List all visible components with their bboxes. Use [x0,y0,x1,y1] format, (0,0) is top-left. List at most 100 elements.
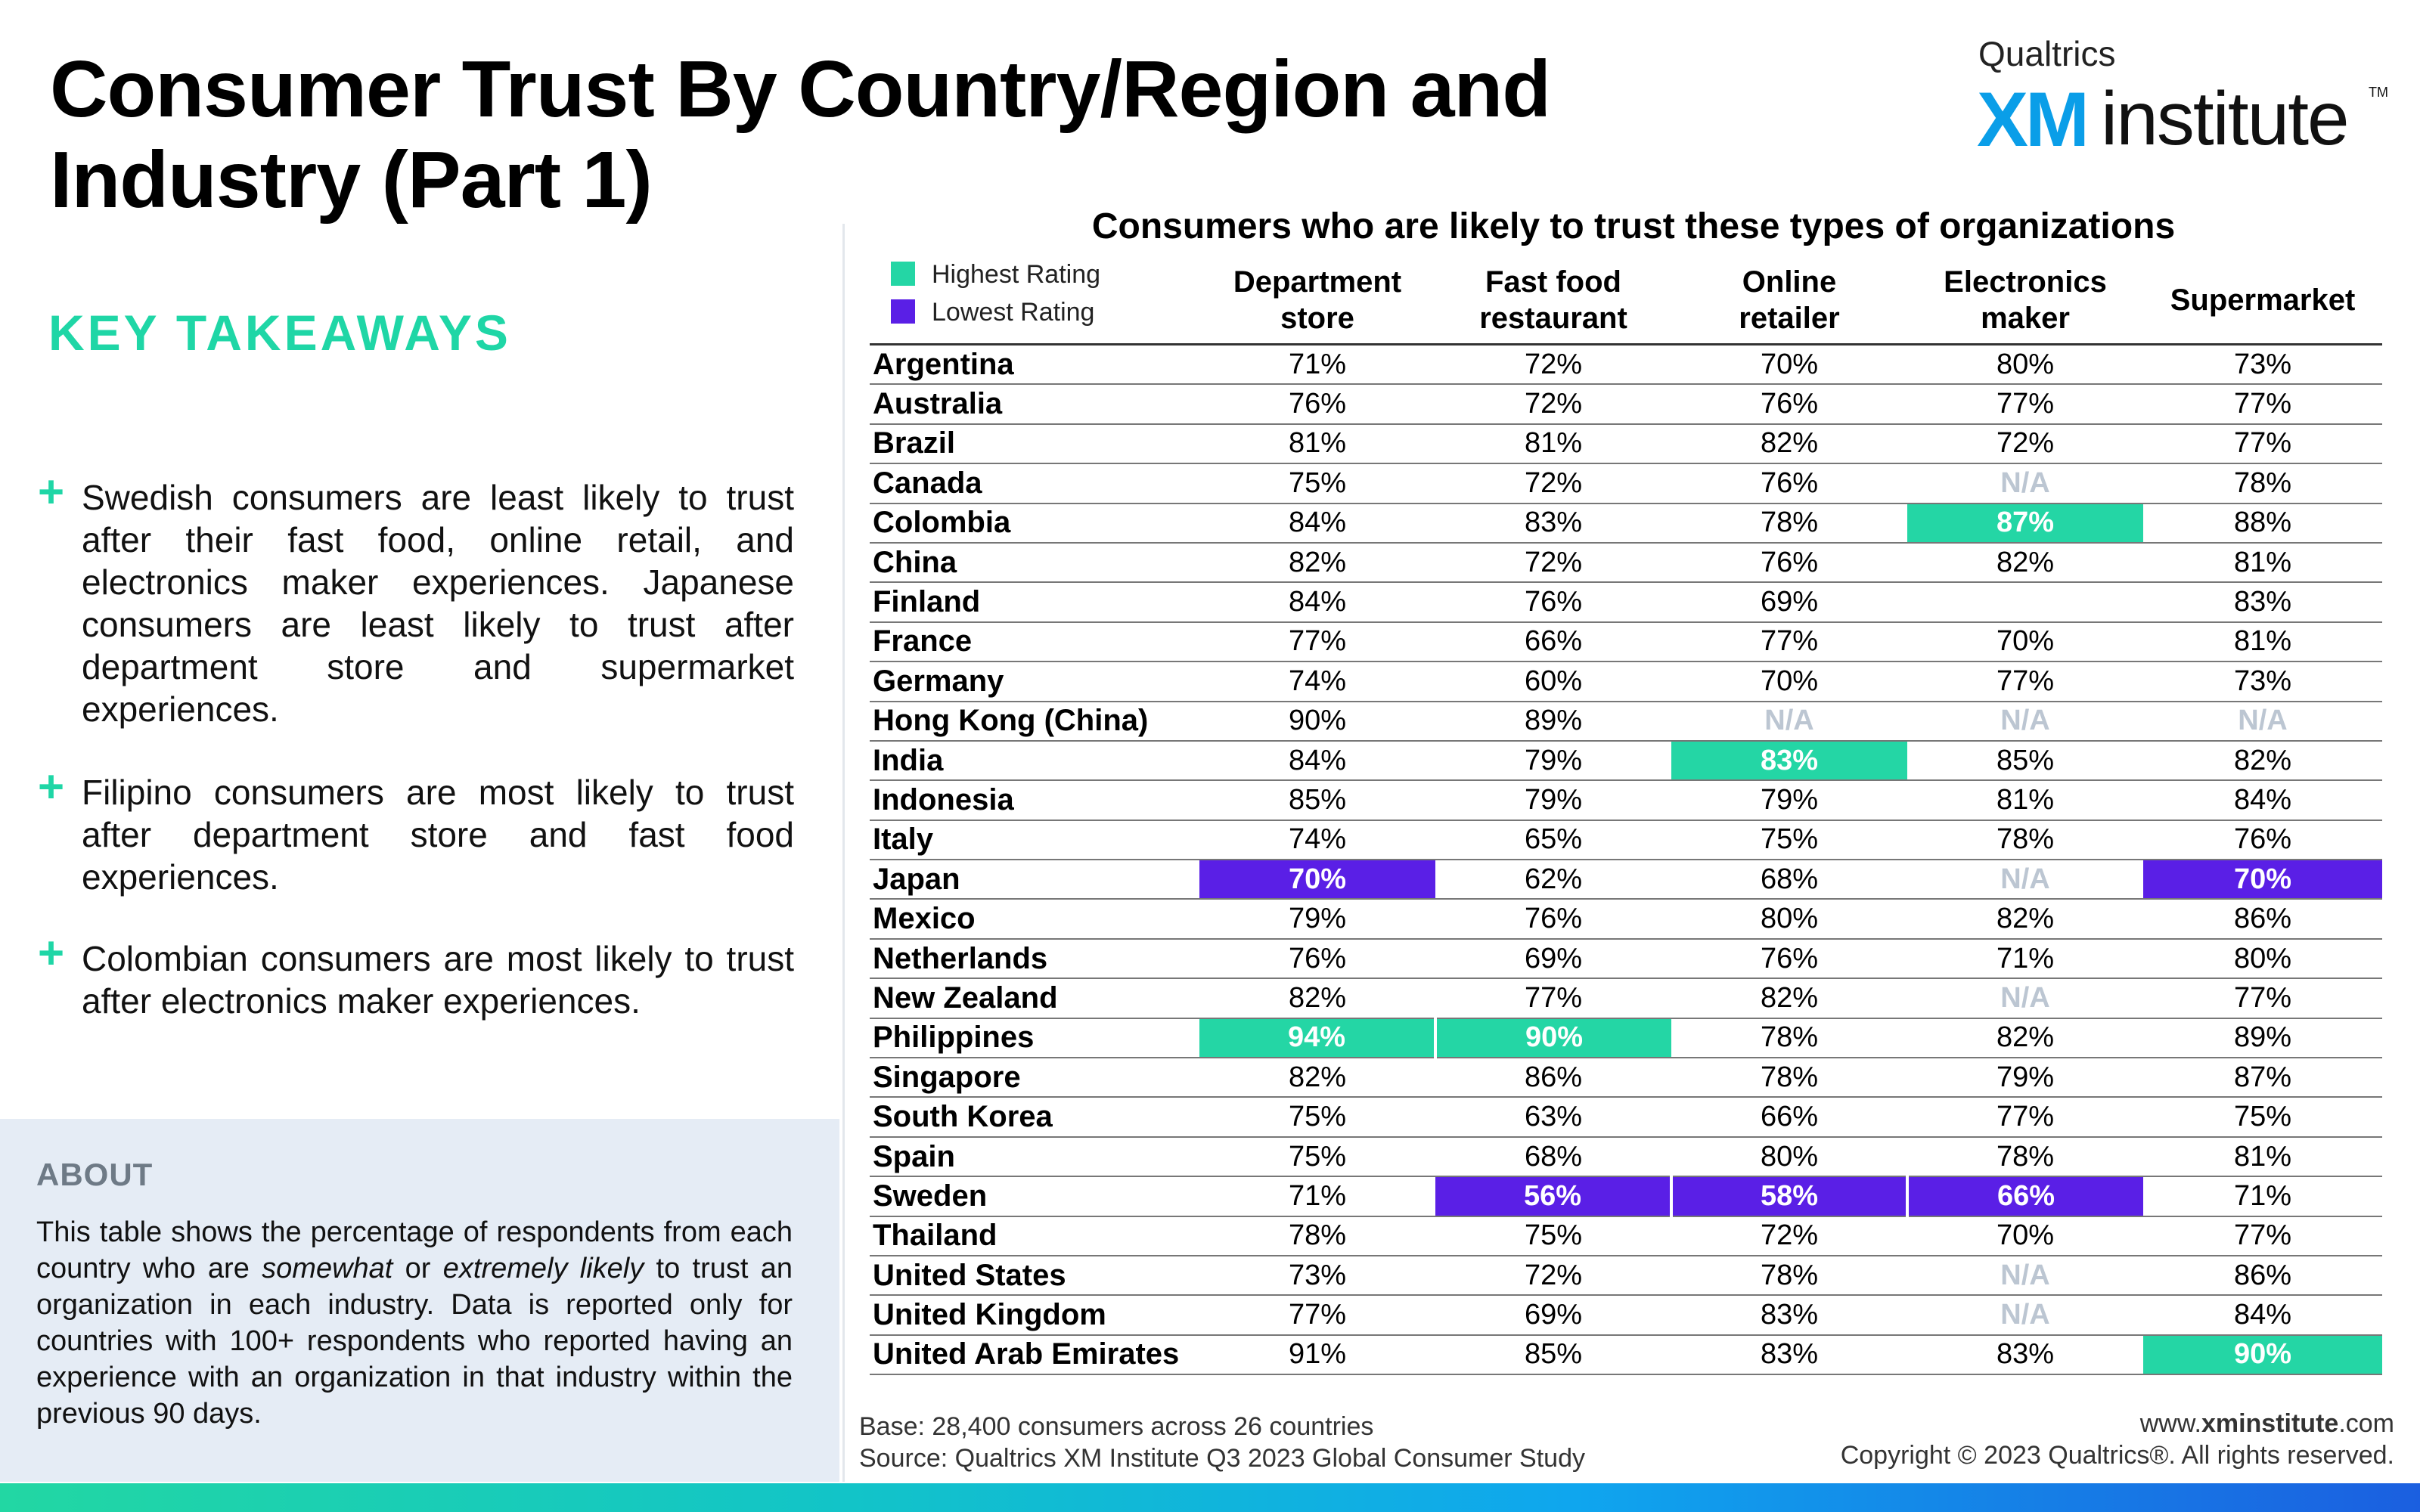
value-cell: 70% [1199,860,1435,900]
website-link[interactable]: www.xminstitute.com [2139,1409,2394,1438]
country-cell: Canada [870,463,1199,504]
country-cell: Indonesia [870,780,1199,821]
takeaway-text: Filipino consumers are most likely to tr… [82,773,794,897]
value-cell: 78% [1907,1136,2143,1178]
table-row: Hong Kong (China) 90% 89% N/A N/A N/A [870,701,2382,742]
value-cell: 71% [2143,1176,2382,1217]
table-row: Brazil 81% 81% 82% 72% 77% [870,423,2382,465]
country-cell: Singapore [870,1058,1199,1098]
value-cell: 81% [2143,542,2382,584]
value-cell: 77% [2143,423,2382,465]
value-cell: 84% [1199,582,1435,623]
value-cell: 85% [1907,740,2143,782]
copyright-text: Copyright © 2023 Qualtrics®. All rights … [1840,1441,2394,1470]
country-cell: Thailand [870,1216,1199,1256]
value-cell: 80% [1671,899,1907,940]
value-cell: 81% [2143,621,2382,663]
country-cell: Sweden [870,1176,1199,1217]
value-cell: 60% [1435,662,1671,702]
value-cell: 70% [1907,621,2143,663]
value-cell: 77% [2143,978,2382,1019]
country-cell: Mexico [870,899,1199,940]
table-row: Germany 74% 60% 70% 77% 73% [870,662,2382,702]
country-cell: Finland [870,582,1199,623]
value-cell: 78% [1671,1058,1907,1098]
table-row: France 77% 66% 77% 70% 81% [870,621,2382,663]
value-cell: 78% [1671,1255,1907,1297]
value-cell: 82% [1199,978,1435,1019]
value-cell: N/A [1907,463,2143,504]
value-cell: 76% [1671,463,1907,504]
value-cell: 69% [1435,1295,1671,1336]
key-takeaways-heading: KEY TAKEAWAYS [48,305,511,361]
value-cell: 78% [1907,820,2143,861]
table-row: Singapore 82% 86% 78% 79% 87% [870,1058,2382,1098]
table-row: Colombia 84% 83% 78% 87% 88% [870,503,2382,544]
value-cell: 69% [1671,582,1907,623]
column-header: Online retailer [1671,257,1907,345]
country-cell: South Korea [870,1097,1199,1138]
value-cell: 80% [1907,344,2143,386]
value-cell: 78% [2143,463,2382,504]
value-cell: 84% [2143,1295,2382,1336]
country-cell: India [870,740,1199,782]
value-cell: 77% [1435,978,1671,1019]
value-cell: 86% [2143,1255,2382,1297]
value-cell: 84% [1199,503,1435,544]
value-cell: 72% [1435,384,1671,425]
value-cell: 79% [1435,780,1671,821]
value-cell: 74% [1199,662,1435,702]
value-cell: 75% [1435,1216,1671,1256]
value-cell: N/A [1907,701,2143,742]
country-cell: France [870,621,1199,663]
value-cell: 81% [2143,1136,2382,1178]
value-cell: 90% [1199,701,1435,742]
value-cell: 63% [1435,1097,1671,1138]
table-row: New Zealand 82% 77% 82% N/A 77% [870,978,2382,1019]
value-cell: 82% [1199,1058,1435,1098]
table-row: China 82% 72% 76% 82% 81% [870,542,2382,584]
value-cell: 75% [1199,1097,1435,1138]
value-cell: 66% [1671,1097,1907,1138]
gradient-footer-bar [0,1483,2420,1512]
value-cell: N/A [1907,978,2143,1019]
value-cell: 76% [2143,820,2382,861]
value-cell: 78% [1199,1216,1435,1256]
table-row: Indonesia 85% 79% 79% 81% 84% [870,780,2382,821]
about-panel [0,1119,839,1482]
value-cell: 71% [1907,938,2143,980]
value-cell: 72% [1671,1216,1907,1256]
value-cell: 76% [1671,384,1907,425]
value-cell: 89% [2143,1018,2382,1059]
table-title: Consumers who are likely to trust these … [1091,206,2176,246]
country-cell: Australia [870,384,1199,425]
value-cell: 75% [1199,1136,1435,1178]
value-cell: N/A [1907,1295,2143,1336]
value-cell: 83% [1907,1334,2143,1376]
value-cell: 82% [1907,1018,2143,1059]
value-cell: 66% [1435,621,1671,663]
value-cell: 83% [1671,1334,1907,1376]
value-cell: 62% [1435,860,1671,900]
source-note: Source: Qualtrics XM Institute Q3 2023 G… [859,1444,1586,1473]
value-cell: 70% [2143,860,2382,900]
value-cell: 83% [1671,1295,1907,1336]
value-cell: 78% [1671,503,1907,544]
value-cell: 75% [2143,1097,2382,1138]
column-header: Department store [1199,257,1435,345]
value-cell: 85% [1199,780,1435,821]
value-cell: 77% [1199,1295,1435,1336]
table-row: South Korea 75% 63% 66% 77% 75% [870,1097,2382,1138]
divider [842,224,845,1482]
value-cell: 86% [1435,1058,1671,1098]
value-cell: 76% [1671,542,1907,584]
value-cell: 83% [1435,503,1671,544]
about-text: This table shows the percentage of respo… [36,1216,793,1430]
value-cell: 56% [1435,1176,1673,1217]
value-cell: N/A [1671,701,1907,742]
value-cell: 70% [1907,1216,2143,1256]
value-cell: 76% [1671,938,1907,980]
value-cell: 75% [1671,820,1907,861]
value-cell: 82% [2143,740,2382,782]
value-cell: 72% [1435,1255,1671,1297]
